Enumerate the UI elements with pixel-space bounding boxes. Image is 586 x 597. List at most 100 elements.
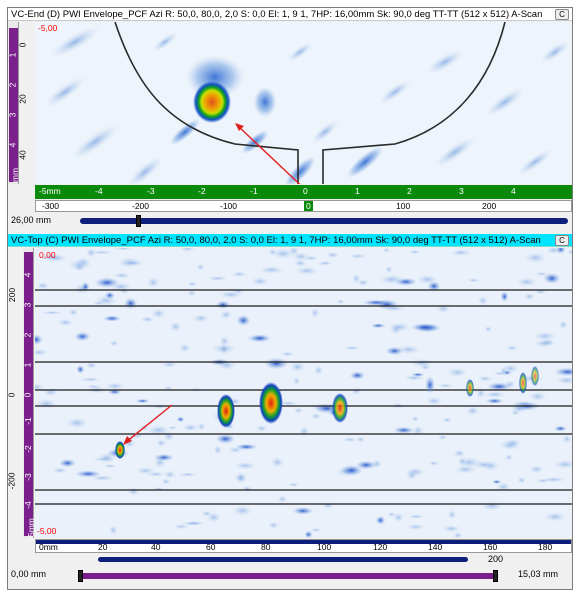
- end-view-title: VC-End (D) PWI Envelope_PCF Azi R: 50,0,…: [11, 9, 543, 20]
- noise-speckle: [411, 372, 425, 377]
- top-view-index-thumb-right[interactable]: [493, 570, 498, 582]
- end-view-image[interactable]: -5,00: [35, 22, 572, 184]
- top-view-indication-6[interactable]: [466, 379, 474, 397]
- top-view-indication-8[interactable]: [531, 366, 539, 386]
- noise-speckle: [340, 465, 363, 476]
- end-depth-label-1: 2: [7, 82, 18, 88]
- top-view-ruler-bar: [24, 252, 33, 536]
- noise-speckle: [477, 295, 489, 306]
- noise-speckle: [341, 437, 359, 443]
- noise-speckle: [187, 281, 198, 287]
- noise-speckle: [527, 391, 548, 402]
- noise-speckle: [540, 476, 567, 483]
- noise-speckle: [168, 321, 183, 333]
- noise-speckle: [178, 343, 192, 353]
- end-view-options-button[interactable]: C: [555, 9, 569, 20]
- noise-speckle: [427, 460, 440, 466]
- noise-speckle: [35, 382, 45, 392]
- top-view-sub-ruler[interactable]: [23, 248, 34, 538]
- noise-speckle: [85, 361, 98, 369]
- top-view-svg: [35, 248, 572, 538]
- noise-speckle: [552, 459, 572, 470]
- end-view-top-value-label: -5,00: [38, 23, 58, 33]
- noise-speckle: [123, 297, 138, 310]
- end-view-indication[interactable]: [193, 81, 231, 123]
- noise-speckle: [298, 425, 310, 438]
- top-x-label-140: 140: [428, 542, 443, 552]
- noise-speckle: [316, 260, 334, 266]
- end-view-scale-ruler[interactable]: -300 -200 -100 0 100 200: [35, 200, 572, 212]
- noise-speckle: [528, 465, 545, 474]
- noise-speckle: [134, 466, 156, 475]
- noise-speckle: [104, 382, 126, 391]
- noise-speckle: [558, 319, 568, 330]
- top-x-label-100: 100: [317, 542, 332, 552]
- end-ruler-label-1: -4: [95, 186, 103, 196]
- noise-speckle: [160, 478, 172, 485]
- end-ruler-label-5: 0: [303, 186, 308, 196]
- top-view-x-ruler[interactable]: 0mm 20 40 60 80 100 120 140 160 180: [35, 539, 572, 553]
- end-scale-label-4: 100: [396, 201, 411, 211]
- noise-speckle: [491, 479, 502, 484]
- noise-speckle: [515, 277, 538, 287]
- end-scale-label-1: -200: [132, 201, 150, 211]
- noise-speckle: [241, 485, 254, 493]
- noise-speckle: [351, 273, 361, 284]
- top-view-title: VC-Top (C) PWI Envelope_PCF Azi R: 50,0,…: [11, 235, 541, 246]
- top-view-indication-5[interactable]: [425, 376, 435, 394]
- end-view-arrow-head: [235, 123, 244, 131]
- noise-speckle: [67, 308, 79, 317]
- top-view-options-button[interactable]: C: [555, 235, 569, 246]
- noise-speckle: [113, 248, 134, 251]
- noise-speckle: [42, 387, 59, 397]
- top-sub-label-2: 2: [22, 332, 33, 338]
- top-view-bottom-right-value: 15,03 mm: [518, 569, 559, 579]
- noise-speckle: [452, 449, 467, 458]
- end-view-slider-thumb[interactable]: [136, 215, 141, 227]
- noise-speckle: [325, 251, 340, 259]
- top-left-label-neg200: -200: [6, 472, 17, 490]
- noise-speckle: [510, 400, 536, 407]
- end-view-depth-ruler[interactable]: 1 2 3 4 mm: [7, 22, 20, 184]
- noise-speckle: [41, 254, 69, 263]
- top-view-indication-2[interactable]: [259, 382, 283, 424]
- top-x-label-40: 40: [151, 542, 161, 552]
- top-view-image[interactable]: 0,00 -5,00: [35, 248, 572, 538]
- noise-speckle: [167, 425, 179, 430]
- end-view-noise: [43, 25, 571, 184]
- top-view-indication-4[interactable]: [115, 441, 125, 459]
- end-view-scroll-slider[interactable]: [80, 215, 568, 227]
- end-view-green-ruler[interactable]: -5mm -4 -3 -2 -1 0 1 2 3 4: [35, 185, 572, 199]
- end-scale-label-2: -100: [220, 201, 238, 211]
- top-x-label-80: 80: [261, 542, 271, 552]
- noise-speckle: [375, 515, 386, 525]
- noise-speckle: [475, 387, 487, 399]
- noise-speckle: [479, 500, 504, 511]
- top-view-indication-3[interactable]: [332, 393, 348, 423]
- top-view-indication-1[interactable]: [217, 394, 235, 428]
- end-scale-label-3: 0: [304, 201, 313, 211]
- top-view-indication-7[interactable]: [519, 372, 527, 394]
- top-sub-label-neg4: -4: [22, 501, 33, 509]
- noise-speckle: [378, 274, 406, 285]
- noise-speckle: [66, 259, 93, 271]
- noise-speckle: [268, 248, 277, 256]
- noise-speckle: [178, 248, 196, 253]
- noise-speckle: [108, 282, 134, 292]
- top-view-index-slider[interactable]: [78, 570, 498, 582]
- noise-speckle: [370, 323, 386, 328]
- top-view-sub-slider[interactable]: [98, 557, 468, 562]
- noise-speckle: [227, 446, 244, 454]
- noise-speckle: [385, 346, 404, 356]
- noise-speckle: [341, 345, 363, 351]
- noise-speckle: [102, 315, 122, 322]
- top-x-label-180: 180: [538, 542, 553, 552]
- noise-speckle: [523, 251, 548, 264]
- noise-speckle: [216, 290, 245, 299]
- noise-speckle: [56, 318, 75, 327]
- noise-speckle: [355, 436, 366, 443]
- noise-speckle: [482, 390, 507, 399]
- noise-speckle: [347, 253, 368, 259]
- top-view-index-thumb-left[interactable]: [78, 570, 83, 582]
